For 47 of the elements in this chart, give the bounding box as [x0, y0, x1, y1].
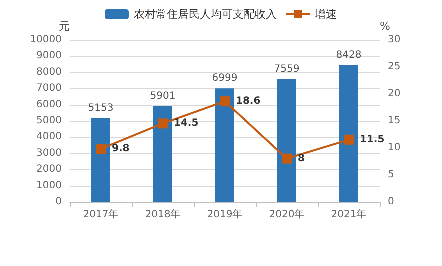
y2-tick-label: 15 — [388, 116, 401, 126]
data-label: 7559 — [274, 64, 300, 76]
point — [96, 144, 106, 154]
y-axis-title: 元 — [59, 20, 70, 33]
bar — [340, 65, 358, 202]
x-tick-label: 2020年 — [269, 208, 305, 220]
data-label: 14.5 — [174, 118, 199, 130]
data-label: 5901 — [150, 90, 176, 102]
x-tick-label: 2018年 — [145, 208, 181, 220]
x-tick-label: 2017年 — [83, 208, 119, 220]
y-tick-label: 10000 — [30, 34, 62, 46]
data-label: 9.8 — [112, 144, 130, 155]
legend-label: 增速 — [314, 8, 337, 21]
x-tick-label: 2019年 — [207, 208, 243, 220]
bar — [216, 88, 234, 202]
y2-tick-label: 20 — [388, 88, 401, 100]
y2-tick-label: 30 — [388, 34, 401, 46]
bar — [154, 106, 172, 202]
y-tick-label: 1000 — [36, 180, 62, 192]
x-tick-label: 2021年 — [331, 208, 367, 220]
point — [282, 154, 292, 164]
y2-tick-label: 10 — [388, 142, 401, 154]
y2-axis-title: % — [380, 20, 390, 33]
y2-tick-label: 0 — [388, 196, 394, 208]
y2-tick-label: 25 — [388, 62, 401, 72]
bar — [92, 118, 110, 202]
data-label: 18.6 — [236, 96, 261, 108]
data-label: 8 — [298, 153, 305, 164]
data-label: 5153 — [88, 103, 114, 114]
data-label: 11.5 — [360, 134, 385, 146]
data-label: 8428 — [336, 50, 362, 61]
y-tick-label: 4000 — [36, 132, 62, 143]
y-tick-label: 6000 — [36, 99, 62, 110]
point — [220, 96, 230, 107]
bar — [278, 80, 296, 202]
y-tick-label: 5000 — [36, 116, 62, 126]
y-tick-label: 3000 — [36, 148, 62, 159]
data-label: 6999 — [212, 73, 238, 84]
y2-tick-label: 5 — [388, 170, 394, 180]
point — [158, 118, 168, 129]
legend-label: 农村常住居民人均可支配收入 — [134, 8, 277, 21]
y-tick-label: 7000 — [36, 83, 62, 94]
y-tick-label: 9000 — [36, 50, 62, 62]
y-tick-label: 2000 — [36, 164, 62, 176]
y-tick-label: 0 — [56, 196, 62, 208]
point — [344, 134, 354, 145]
y-tick-label: 8000 — [36, 66, 62, 78]
